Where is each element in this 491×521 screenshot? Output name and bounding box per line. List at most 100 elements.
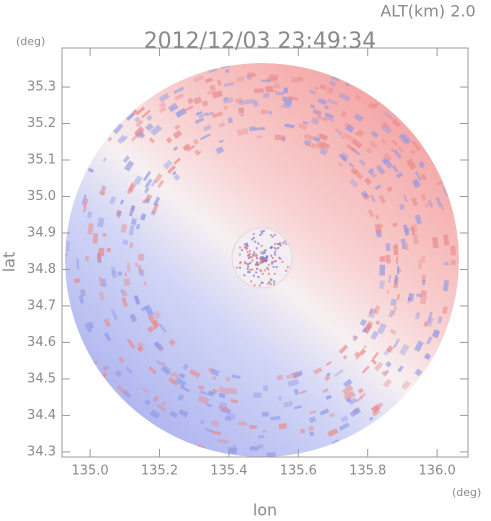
speckle (219, 139, 224, 144)
speckle (134, 294, 141, 306)
y-tick-label: 35.2 (27, 116, 56, 131)
speckle (157, 179, 165, 189)
speckle (161, 364, 172, 374)
speckle (173, 146, 179, 152)
speckle (275, 91, 285, 96)
speckle (245, 242, 248, 245)
speckle (419, 294, 428, 305)
speckle (368, 140, 378, 150)
speckle (346, 397, 352, 403)
speckle (350, 167, 359, 175)
speckle (158, 101, 167, 109)
speckle (241, 249, 244, 252)
speckle (267, 272, 270, 275)
speckle (262, 230, 265, 233)
y-tick-label: 34.6 (27, 335, 56, 350)
speckle (126, 338, 135, 348)
speckle (182, 143, 191, 152)
speckle (373, 361, 384, 372)
speckle (386, 345, 394, 354)
speckle (338, 153, 348, 161)
speckle (326, 98, 338, 106)
speckle (274, 134, 286, 141)
speckle (337, 161, 344, 168)
speckle (254, 240, 257, 243)
speckle (172, 371, 180, 379)
speckle (391, 118, 401, 128)
speckle (247, 257, 250, 260)
y-axis-label: lat (0, 252, 19, 273)
speckle (420, 173, 427, 181)
speckle (236, 128, 249, 136)
speckle (239, 246, 242, 249)
speckle (431, 237, 439, 249)
speckle (283, 87, 289, 94)
speckle (298, 123, 308, 130)
speckle (349, 407, 362, 418)
x-tick-label: 136.0 (419, 464, 456, 479)
speckle (238, 107, 245, 114)
speckle (380, 138, 388, 146)
speckle (123, 278, 131, 286)
speckle (273, 83, 281, 89)
speckle (263, 250, 266, 253)
speckle (331, 439, 340, 445)
speckle (314, 86, 319, 91)
speckle (392, 222, 398, 228)
speckle (328, 412, 336, 418)
speckle (135, 223, 141, 230)
speckle (223, 105, 229, 111)
speckle (169, 410, 179, 419)
speckle (278, 395, 282, 401)
speckle (324, 375, 331, 381)
speckle (248, 271, 251, 274)
speckle (342, 354, 348, 360)
speckle (273, 260, 276, 263)
speckle (303, 133, 314, 141)
speckle (150, 210, 156, 216)
speckle (116, 384, 126, 394)
speckle (278, 242, 281, 245)
y-tick-label: 34.4 (27, 408, 56, 423)
y-tick-label: 34.7 (27, 298, 56, 313)
y-tick-label: 34.8 (27, 262, 56, 277)
speckle (269, 283, 272, 286)
speckle (340, 135, 346, 140)
speckle (224, 415, 232, 422)
speckle (436, 180, 443, 186)
speckle (260, 270, 263, 273)
speckle (231, 374, 241, 379)
speckle (261, 256, 264, 259)
y-tick-label: 34.3 (27, 444, 56, 459)
speckle (160, 401, 167, 408)
speckle (424, 202, 430, 208)
speckle (274, 233, 277, 236)
speckle (269, 247, 272, 250)
speckle (361, 326, 367, 333)
speckle (385, 360, 392, 368)
speckle (276, 243, 279, 246)
speckle (412, 140, 421, 151)
speckle (167, 164, 176, 174)
speckle (442, 306, 449, 315)
speckle (256, 257, 259, 260)
speckle (150, 124, 163, 136)
speckle (315, 141, 326, 151)
speckle (207, 390, 215, 397)
speckle (258, 262, 261, 265)
speckle (206, 403, 212, 408)
speckle (406, 158, 417, 171)
speckle (73, 278, 81, 284)
speckle (352, 335, 359, 342)
speckle (283, 240, 286, 243)
speckle (273, 280, 276, 283)
speckle (145, 122, 154, 132)
speckle (252, 233, 255, 236)
speckle (227, 117, 234, 124)
speckle (371, 408, 381, 417)
speckle (368, 416, 374, 421)
speckle (255, 255, 258, 258)
speckle (418, 260, 422, 270)
speckle (218, 392, 226, 399)
speckle (246, 244, 249, 247)
